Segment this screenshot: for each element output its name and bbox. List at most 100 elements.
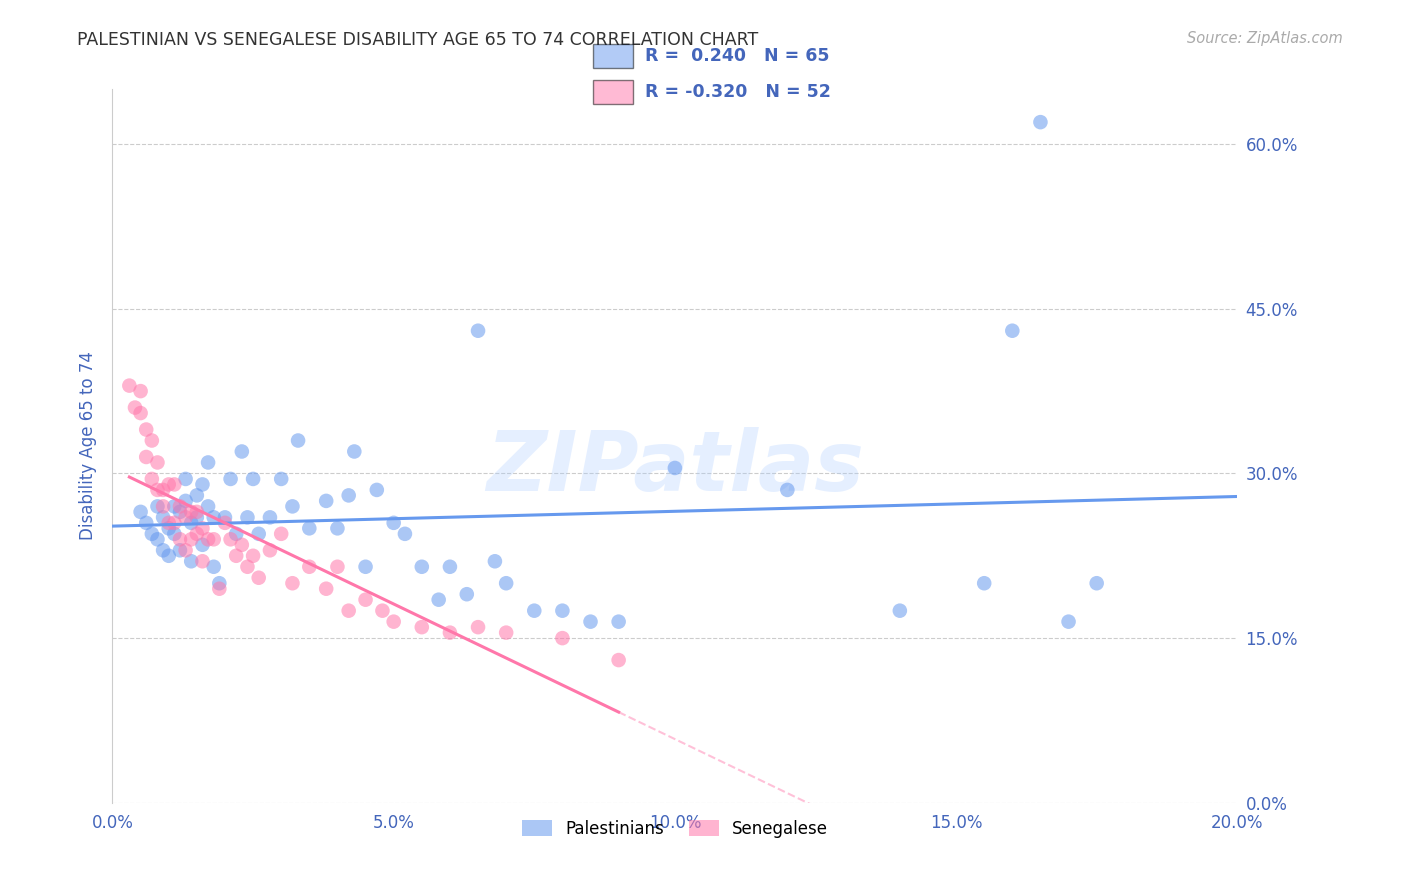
Point xyxy=(484,554,506,568)
Point xyxy=(495,625,517,640)
Point xyxy=(163,526,186,541)
Point xyxy=(298,521,321,535)
Point xyxy=(180,554,202,568)
Point xyxy=(270,472,292,486)
Point xyxy=(579,615,602,629)
Point xyxy=(1001,324,1024,338)
Point xyxy=(135,450,157,464)
Point xyxy=(135,516,157,530)
Point xyxy=(236,510,259,524)
Point xyxy=(146,483,169,497)
Point xyxy=(242,549,264,563)
Point xyxy=(208,582,231,596)
Point xyxy=(191,554,214,568)
Point xyxy=(169,500,191,514)
Point xyxy=(247,526,270,541)
Point xyxy=(495,576,517,591)
Point xyxy=(315,582,337,596)
Point xyxy=(202,533,225,547)
Point xyxy=(225,549,247,563)
Text: PALESTINIAN VS SENEGALESE DISABILITY AGE 65 TO 74 CORRELATION CHART: PALESTINIAN VS SENEGALESE DISABILITY AGE… xyxy=(77,31,759,49)
Point xyxy=(169,505,191,519)
Point xyxy=(236,559,259,574)
Point xyxy=(298,559,321,574)
Point xyxy=(411,559,433,574)
Point xyxy=(152,500,174,514)
Point xyxy=(146,533,169,547)
Point xyxy=(371,604,394,618)
Point xyxy=(231,538,253,552)
Point xyxy=(129,384,152,398)
Point xyxy=(186,510,208,524)
Point xyxy=(174,510,197,524)
Point xyxy=(219,472,242,486)
Point xyxy=(169,543,191,558)
Point xyxy=(197,500,219,514)
Point xyxy=(664,461,686,475)
Point xyxy=(152,483,174,497)
Point xyxy=(551,631,574,645)
Point xyxy=(394,526,416,541)
Point xyxy=(287,434,309,448)
Point xyxy=(163,477,186,491)
Point xyxy=(191,521,214,535)
Point xyxy=(146,455,169,469)
Point xyxy=(607,615,630,629)
Point xyxy=(219,533,242,547)
Point xyxy=(225,526,247,541)
Point xyxy=(197,533,219,547)
Point xyxy=(343,444,366,458)
Point xyxy=(281,576,304,591)
Point xyxy=(776,483,799,497)
Point xyxy=(382,516,405,530)
Point xyxy=(247,571,270,585)
Point xyxy=(214,516,236,530)
Text: R = -0.320   N = 52: R = -0.320 N = 52 xyxy=(645,83,831,101)
Point xyxy=(174,472,197,486)
Point xyxy=(152,510,174,524)
Legend: Palestinians, Senegalese: Palestinians, Senegalese xyxy=(515,814,835,845)
Point xyxy=(174,543,197,558)
Point xyxy=(157,516,180,530)
Point xyxy=(163,500,186,514)
Point xyxy=(270,526,292,541)
Point xyxy=(202,559,225,574)
Text: Source: ZipAtlas.com: Source: ZipAtlas.com xyxy=(1187,31,1343,46)
Point xyxy=(129,505,152,519)
Point xyxy=(141,472,163,486)
Point xyxy=(259,543,281,558)
Y-axis label: Disability Age 65 to 74: Disability Age 65 to 74 xyxy=(79,351,97,541)
Point xyxy=(411,620,433,634)
Point xyxy=(281,500,304,514)
Point xyxy=(141,434,163,448)
Point xyxy=(523,604,546,618)
Point xyxy=(214,510,236,524)
Point xyxy=(163,516,186,530)
Point xyxy=(129,406,152,420)
Point xyxy=(1057,615,1080,629)
FancyBboxPatch shape xyxy=(593,79,633,104)
Point xyxy=(186,505,208,519)
Point xyxy=(242,472,264,486)
Point xyxy=(157,477,180,491)
Point xyxy=(186,488,208,502)
Point xyxy=(152,543,174,558)
Point xyxy=(157,549,180,563)
Point xyxy=(191,477,214,491)
Point xyxy=(135,423,157,437)
Point xyxy=(141,526,163,541)
Point xyxy=(354,592,377,607)
Point xyxy=(551,604,574,618)
Point xyxy=(118,378,141,392)
Point xyxy=(456,587,478,601)
Point xyxy=(467,324,489,338)
Point xyxy=(467,620,489,634)
Point xyxy=(889,604,911,618)
Point xyxy=(439,625,461,640)
Point xyxy=(337,488,360,502)
Point xyxy=(174,494,197,508)
Point xyxy=(382,615,405,629)
Point xyxy=(973,576,995,591)
Point xyxy=(197,455,219,469)
Point xyxy=(186,526,208,541)
